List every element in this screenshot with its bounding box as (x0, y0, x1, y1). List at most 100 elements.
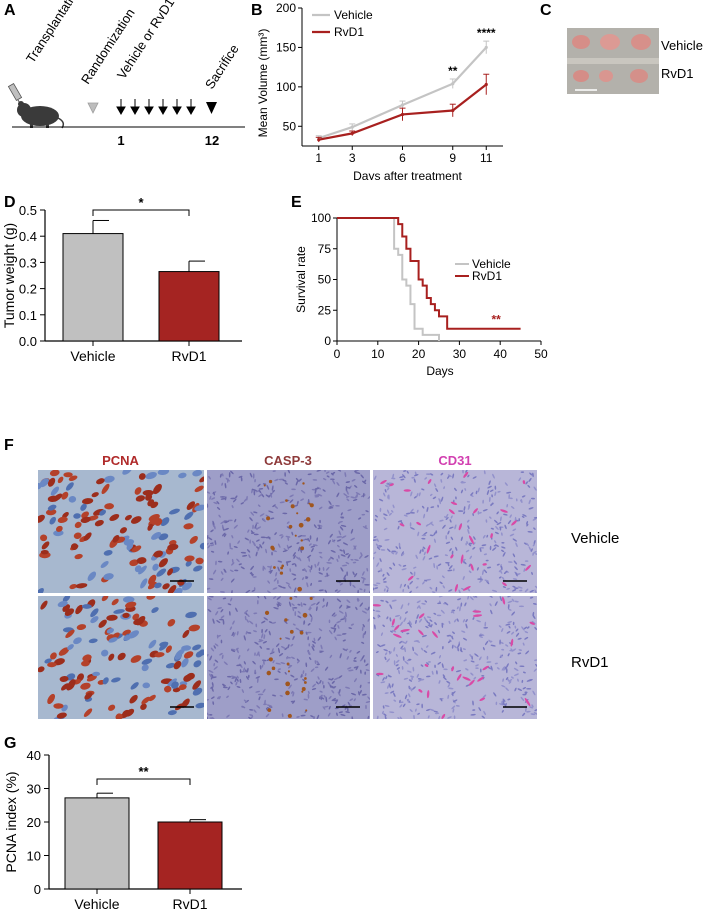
nucleus (284, 482, 288, 485)
nucleus (316, 601, 320, 606)
nucleus (517, 637, 522, 640)
nucleus (167, 710, 177, 716)
nucleus (511, 631, 515, 635)
nucleus (422, 581, 425, 585)
nucleus (472, 513, 474, 517)
nucleus (450, 536, 454, 541)
transplantation-label: Transplantation (23, 0, 84, 66)
nucleus (108, 704, 116, 711)
nucleus (422, 546, 426, 550)
nucleus (250, 715, 254, 719)
nucleus (307, 636, 310, 641)
nucleus (408, 590, 412, 593)
data-point (484, 45, 488, 50)
nucleus (103, 550, 113, 556)
nucleus (397, 717, 401, 719)
nucleus (141, 696, 151, 705)
nucleus (231, 558, 234, 563)
nucleus (462, 648, 466, 651)
nucleus (45, 509, 57, 516)
nucleus (247, 529, 250, 533)
nucleus (436, 565, 438, 570)
nucleus (399, 616, 402, 620)
nucleus (421, 534, 427, 537)
nucleus (262, 566, 265, 572)
nucleus (387, 509, 390, 514)
nucleus (507, 621, 512, 624)
nucleus (309, 613, 313, 618)
nucleus (501, 702, 506, 706)
nucleus (223, 661, 228, 666)
nucleus (453, 619, 457, 623)
nucleus (373, 539, 377, 541)
nucleus (421, 505, 425, 509)
nucleus (329, 506, 334, 509)
nucleus (159, 641, 169, 647)
nucleus (464, 602, 467, 607)
nucleus (361, 655, 365, 660)
nucleus (230, 681, 233, 685)
nucleus (44, 658, 52, 664)
nucleus (129, 559, 139, 567)
panel-label-g: G (4, 735, 17, 752)
nucleus (464, 487, 467, 491)
nucleus (285, 637, 291, 640)
nucleus (364, 524, 367, 529)
nucleus (229, 626, 233, 631)
nucleus (257, 600, 259, 605)
cd31-vessel-stain (400, 628, 410, 632)
casp3-stain (289, 629, 294, 634)
nucleus (53, 703, 64, 709)
nucleus (347, 667, 352, 670)
nucleus (231, 675, 237, 678)
nucleus (229, 569, 234, 572)
nucleus (297, 615, 302, 619)
micrograph-pcna-vehicle (38, 470, 204, 593)
nucleus (316, 537, 318, 542)
nucleus (249, 714, 254, 717)
casp3-stain (266, 670, 272, 676)
nucleus (399, 476, 404, 479)
nucleus (319, 679, 322, 684)
nucleus (420, 664, 424, 667)
nucleus (296, 660, 300, 664)
nucleus (240, 502, 245, 505)
nucleus (354, 572, 358, 578)
nucleus (53, 493, 63, 501)
nucleus (514, 566, 518, 571)
nucleus (531, 620, 536, 625)
excised-tumors-photo (567, 28, 659, 94)
nucleus (444, 554, 448, 557)
nucleus (329, 654, 333, 659)
nucleus (216, 506, 221, 510)
nucleus (272, 694, 277, 697)
nucleus (472, 700, 474, 706)
cd31-vessel-stain (522, 480, 526, 485)
nucleus (67, 644, 74, 650)
nucleus (81, 511, 89, 519)
nucleus (364, 479, 367, 483)
nucleus (207, 491, 211, 494)
nucleus (524, 636, 529, 640)
nucleus (433, 531, 437, 536)
nucleus (403, 677, 409, 680)
nucleus (385, 485, 389, 488)
nucleus (380, 644, 386, 647)
nucleus (62, 511, 69, 519)
cd31-vessel-stain (454, 583, 458, 592)
nucleus (490, 609, 493, 615)
nucleus (486, 534, 489, 538)
nucleus (383, 713, 387, 716)
nucleus (374, 475, 377, 481)
nucleus (227, 686, 231, 691)
nucleus (376, 538, 379, 542)
nucleus (367, 681, 370, 684)
nucleus (332, 471, 336, 475)
nucleus (300, 498, 304, 501)
nucleus (302, 678, 306, 682)
nucleus (211, 686, 214, 692)
nucleus (62, 596, 71, 602)
cd31-vessel-stain (458, 523, 463, 531)
nucleus (462, 637, 467, 641)
